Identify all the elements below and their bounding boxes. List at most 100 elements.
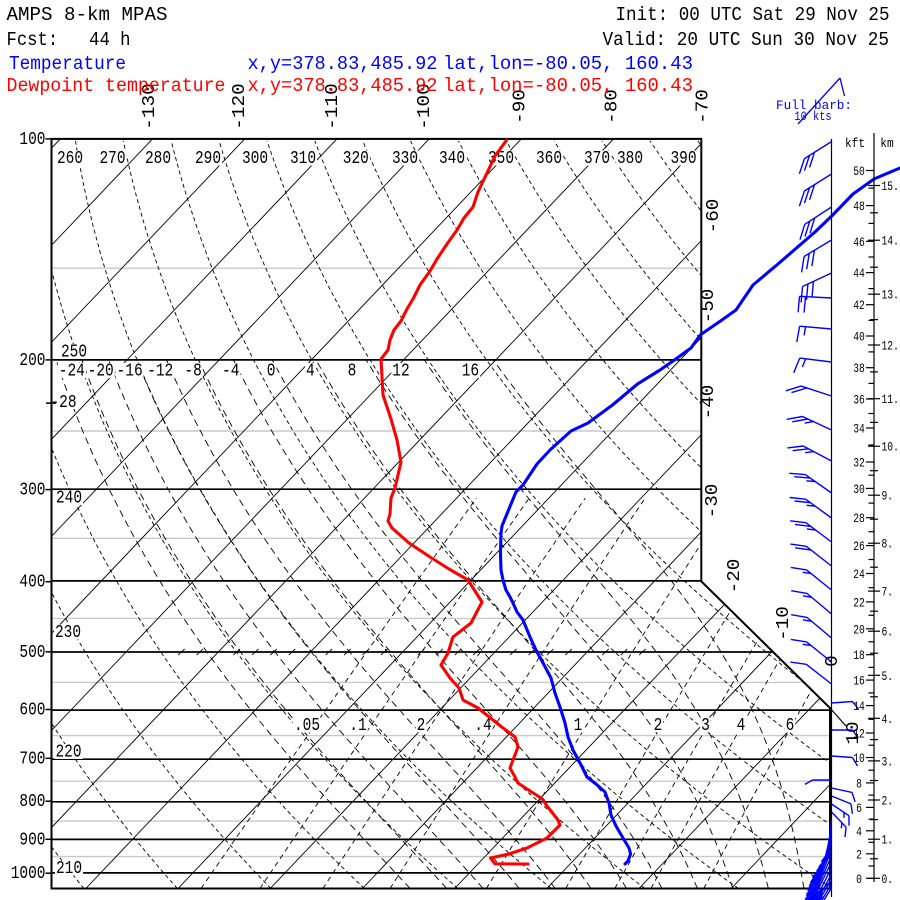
svg-text:210: 210 — [56, 859, 82, 879]
svg-text:290: 290 — [195, 149, 221, 169]
svg-text:46: 46 — [853, 235, 865, 250]
svg-text:lat,lon=-80.05, 160.43: lat,lon=-80.05, 160.43 — [443, 53, 693, 75]
svg-text:32: 32 — [853, 456, 865, 471]
svg-text:Dewpoint temperature: Dewpoint temperature — [7, 75, 226, 97]
svg-text:500: 500 — [19, 643, 45, 663]
svg-text:-70: -70 — [693, 89, 713, 124]
svg-text:-90: -90 — [511, 89, 531, 124]
svg-text:.05: .05 — [294, 716, 320, 736]
svg-text:AMPS 8-km MPAS: AMPS 8-km MPAS — [7, 4, 168, 26]
svg-text:330: 330 — [392, 149, 418, 169]
svg-text:2.: 2. — [882, 794, 894, 809]
svg-text:270: 270 — [99, 149, 125, 169]
svg-text:Init: 00 UTC Sat 29 Nov 25: Init: 00 UTC Sat 29 Nov 25 — [616, 4, 890, 26]
svg-text:12: 12 — [853, 727, 865, 742]
svg-text:42: 42 — [853, 298, 865, 313]
svg-text:48: 48 — [853, 199, 865, 214]
svg-text:Valid: 20 UTC Sun 30 Nov 25: Valid: 20 UTC Sun 30 Nov 25 — [603, 29, 890, 51]
svg-text:0: 0 — [267, 362, 276, 382]
svg-text:7.: 7. — [882, 585, 894, 600]
svg-text:3: 3 — [701, 716, 710, 736]
svg-text:11.: 11. — [882, 392, 899, 407]
svg-text:700: 700 — [19, 749, 45, 769]
svg-text:340: 340 — [439, 149, 465, 169]
svg-text:24: 24 — [853, 567, 865, 582]
svg-text:2: 2 — [417, 716, 426, 736]
svg-text:2: 2 — [654, 716, 663, 736]
svg-text:3.: 3. — [882, 754, 894, 769]
svg-text:26: 26 — [853, 539, 865, 554]
svg-text:1: 1 — [574, 716, 583, 736]
svg-text:2: 2 — [856, 847, 862, 862]
svg-text:-10: -10 — [774, 606, 794, 641]
svg-text:-8: -8 — [184, 362, 201, 382]
svg-text:.1: .1 — [349, 716, 366, 736]
svg-text:50: 50 — [853, 164, 865, 179]
svg-text:320: 320 — [343, 149, 369, 169]
svg-text:800: 800 — [19, 792, 45, 812]
svg-text:38: 38 — [853, 361, 865, 376]
svg-text:Temperature: Temperature — [9, 53, 126, 75]
svg-text:16: 16 — [853, 674, 865, 689]
svg-text:-50: -50 — [699, 289, 719, 324]
svg-text:-80: -80 — [602, 89, 622, 124]
svg-text:-4: -4 — [222, 362, 239, 382]
svg-text:1000: 1000 — [11, 864, 46, 884]
svg-text:-20: -20 — [725, 559, 745, 594]
svg-text:380: 380 — [617, 149, 643, 169]
svg-text:20: 20 — [853, 622, 865, 637]
svg-text:12: 12 — [392, 362, 409, 382]
svg-text:-100: -100 — [415, 83, 435, 129]
svg-text:8.: 8. — [882, 537, 894, 552]
svg-text:4: 4 — [856, 824, 862, 839]
svg-text:.4: .4 — [474, 716, 491, 736]
svg-text:280: 280 — [145, 149, 171, 169]
svg-text:6: 6 — [786, 716, 795, 736]
svg-text:230: 230 — [55, 623, 81, 643]
svg-text:390: 390 — [670, 149, 696, 169]
svg-text:240: 240 — [56, 489, 82, 509]
svg-text:Full barb:: Full barb: — [776, 98, 852, 113]
svg-text:250: 250 — [61, 343, 87, 363]
svg-text:370: 370 — [584, 149, 610, 169]
svg-text:0.: 0. — [882, 872, 894, 887]
svg-text:8: 8 — [348, 362, 357, 382]
svg-text:260: 260 — [57, 149, 83, 169]
svg-text:x,y=378.83,485.92: x,y=378.83,485.92 — [248, 53, 438, 75]
svg-text:0: 0 — [856, 872, 862, 887]
svg-text:-28: -28 — [50, 393, 76, 413]
svg-text:14: 14 — [853, 699, 865, 714]
svg-text:900: 900 — [19, 830, 45, 850]
svg-text:-16: -16 — [117, 362, 143, 382]
svg-text:18: 18 — [853, 648, 865, 663]
svg-text:4: 4 — [306, 362, 315, 382]
svg-text:10: 10 — [853, 751, 865, 766]
svg-text:-130: -130 — [140, 83, 160, 129]
svg-text:300: 300 — [242, 149, 268, 169]
svg-text:10.: 10. — [882, 440, 899, 455]
svg-text:4: 4 — [737, 716, 746, 736]
svg-text:kft: kft — [845, 136, 865, 151]
svg-text:350: 350 — [488, 149, 514, 169]
svg-text:15.: 15. — [882, 179, 899, 194]
svg-text:220: 220 — [55, 743, 81, 763]
svg-text:km: km — [880, 136, 894, 151]
svg-text:-24: -24 — [59, 362, 85, 382]
svg-text:-12: -12 — [147, 362, 173, 382]
svg-text:300: 300 — [19, 481, 45, 501]
svg-text:22: 22 — [853, 595, 865, 610]
svg-text:-110: -110 — [323, 83, 343, 129]
svg-text:Fcst: 44 h: Fcst: 44 h — [7, 29, 131, 51]
svg-text:44: 44 — [853, 266, 865, 281]
svg-text:28: 28 — [853, 511, 865, 526]
svg-text:x,y=378.83,485.92: x,y=378.83,485.92 — [248, 75, 438, 97]
svg-text:13.: 13. — [882, 288, 899, 303]
svg-text:-60: -60 — [704, 199, 724, 234]
svg-text:-30: -30 — [703, 484, 723, 519]
svg-text:40: 40 — [853, 330, 865, 345]
svg-text:310: 310 — [290, 149, 316, 169]
svg-text:5.: 5. — [882, 669, 894, 684]
svg-text:-40: -40 — [699, 385, 719, 420]
svg-text:-120: -120 — [230, 83, 250, 129]
svg-text:36: 36 — [853, 393, 865, 408]
